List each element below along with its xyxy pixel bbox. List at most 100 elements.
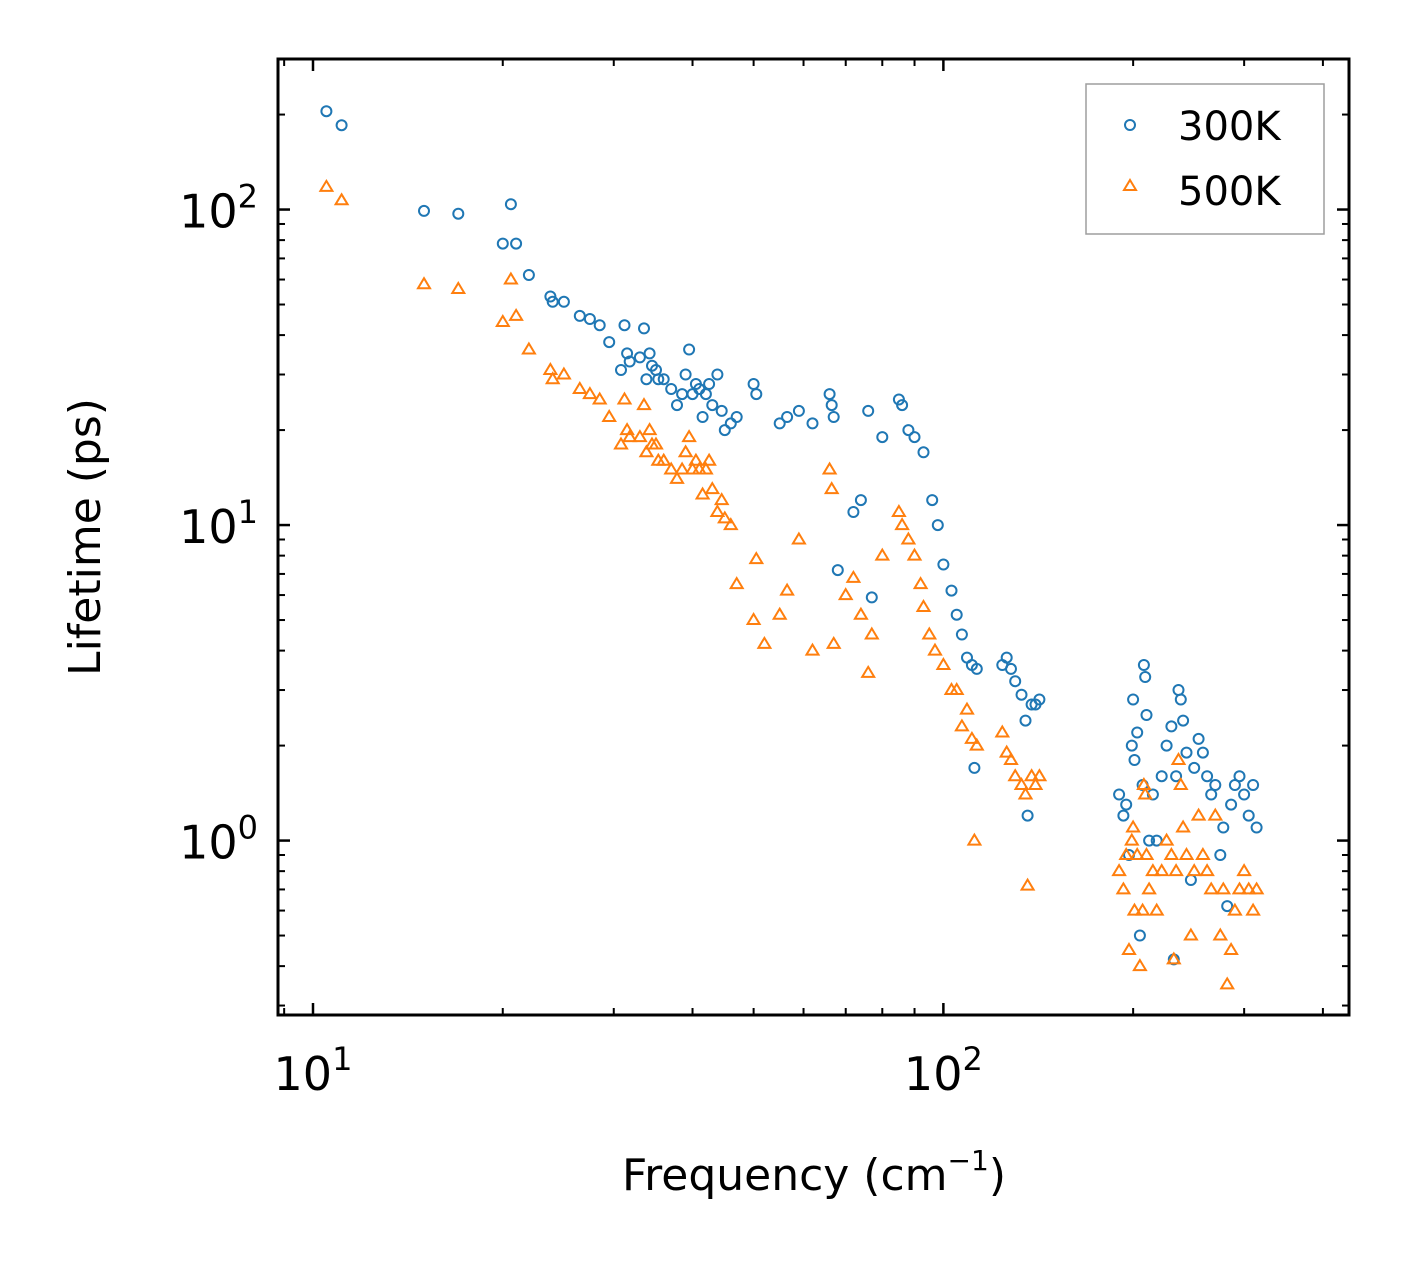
- data-point-300k: [1127, 693, 1140, 706]
- data-point-300k: [823, 388, 836, 401]
- data-point-300k: [1113, 788, 1126, 801]
- data-point-500k: [544, 371, 561, 385]
- data-point-500k: [1183, 927, 1199, 941]
- data-point-300k: [1033, 693, 1046, 706]
- data-point-500k: [728, 576, 745, 590]
- legend-label-500k: 500K: [1178, 169, 1282, 215]
- data-point-300k: [865, 591, 878, 604]
- data-point-500k: [994, 724, 1011, 738]
- data-point-500k: [1190, 807, 1207, 821]
- data-point-500k: [717, 510, 733, 524]
- data-point-500k: [1031, 768, 1048, 782]
- data-point-500k: [998, 744, 1015, 758]
- data-point-500k: [601, 409, 617, 422]
- data-point-500k: [1195, 847, 1211, 860]
- data-point-300k: [1238, 788, 1251, 801]
- data-point-300k: [1005, 662, 1017, 675]
- data-point-300k: [1192, 732, 1205, 745]
- data-point-300k: [557, 295, 570, 308]
- data-point-500k: [1207, 807, 1224, 821]
- data-point-300k: [724, 417, 737, 430]
- data-point-500k: [860, 664, 876, 678]
- data-point-300k: [1015, 688, 1028, 701]
- data-point-300k: [1140, 709, 1153, 721]
- data-point-300k: [665, 383, 678, 395]
- legend-marker-500k: [1122, 178, 1138, 191]
- data-point-500k: [1163, 847, 1180, 860]
- plot-frame: [276, 57, 1351, 1017]
- data-point-300k: [640, 373, 653, 386]
- data-point-300k: [1201, 770, 1214, 783]
- data-point-500k: [1166, 951, 1182, 965]
- data-point-500k: [613, 436, 629, 450]
- data-point-300k: [583, 313, 596, 325]
- data-point-300k: [335, 119, 348, 132]
- data-point-300k: [1128, 754, 1141, 766]
- data-point-500k: [1236, 863, 1252, 877]
- y-tick-label: 100: [179, 809, 258, 870]
- data-point-300k: [1242, 809, 1255, 822]
- legend: 300K 500K: [1085, 83, 1325, 235]
- data-point-500k: [648, 436, 664, 450]
- data-point-300k: [593, 319, 606, 332]
- data-point-300k: [827, 411, 840, 423]
- data-point-500k: [1153, 863, 1170, 877]
- data-point-300k: [679, 368, 692, 381]
- data-point-300k: [621, 347, 634, 360]
- data-point-300k: [1000, 651, 1013, 664]
- data-point-500k: [900, 531, 917, 545]
- data-point-500k: [616, 391, 633, 405]
- data-point-300k: [696, 411, 709, 423]
- data-point-300k: [496, 237, 509, 250]
- data-point-500k: [1125, 819, 1141, 833]
- data-point-500k: [698, 461, 714, 475]
- data-point-300k: [1174, 693, 1187, 706]
- data-point-300k: [1133, 929, 1146, 942]
- data-point-300k: [1009, 675, 1022, 688]
- data-point-500k: [959, 701, 975, 715]
- data-point-500k: [701, 452, 717, 466]
- data-point-500k: [853, 606, 869, 620]
- x-tick-label: 101: [274, 1040, 353, 1101]
- data-point-500k: [1007, 768, 1023, 782]
- data-point-500k: [1019, 877, 1036, 891]
- data-point-300k: [792, 404, 805, 417]
- data-point-500k: [681, 429, 697, 443]
- data-point-300k: [1143, 834, 1156, 847]
- data-point-500k: [1212, 927, 1229, 941]
- data-point-500k: [935, 657, 952, 670]
- data-point-300k: [876, 431, 889, 444]
- data-point-500k: [791, 531, 807, 545]
- legend-label-300k: 300K: [1178, 104, 1282, 150]
- data-point-500k: [1158, 832, 1175, 846]
- data-point-300k: [950, 608, 963, 621]
- data-point-500k: [621, 429, 638, 443]
- data-point-500k: [723, 517, 739, 531]
- data-point-500k: [582, 386, 598, 400]
- x-axis-label-superscript: −1: [948, 1144, 989, 1177]
- data-point-500k: [638, 444, 655, 458]
- data-point-500k: [891, 504, 907, 517]
- data-point-300k: [1233, 770, 1246, 783]
- data-point-500k: [837, 587, 854, 601]
- data-point-500k: [1245, 902, 1261, 916]
- data-point-500k: [915, 599, 932, 612]
- data-point-300k: [703, 378, 716, 390]
- data-point-500k: [948, 682, 965, 695]
- data-point-300k: [1120, 798, 1133, 811]
- data-point-500k: [591, 391, 608, 405]
- data-point-500k: [677, 444, 694, 458]
- x-axis-label: Frequency (cm−1): [622, 1144, 1006, 1201]
- data-point-300k: [773, 417, 786, 430]
- data-point-300k: [643, 347, 656, 360]
- x-tick-label: 102: [904, 1040, 983, 1101]
- data-point-300k: [896, 399, 909, 412]
- data-point-300k: [854, 494, 867, 507]
- data-point-300k: [546, 295, 559, 308]
- data-point-300k: [926, 494, 939, 507]
- data-point-500k: [709, 504, 726, 517]
- data-point-300k: [1205, 788, 1218, 801]
- data-point-300k: [1217, 821, 1230, 834]
- data-point-300k: [652, 373, 665, 386]
- data-point-500k: [1129, 847, 1145, 860]
